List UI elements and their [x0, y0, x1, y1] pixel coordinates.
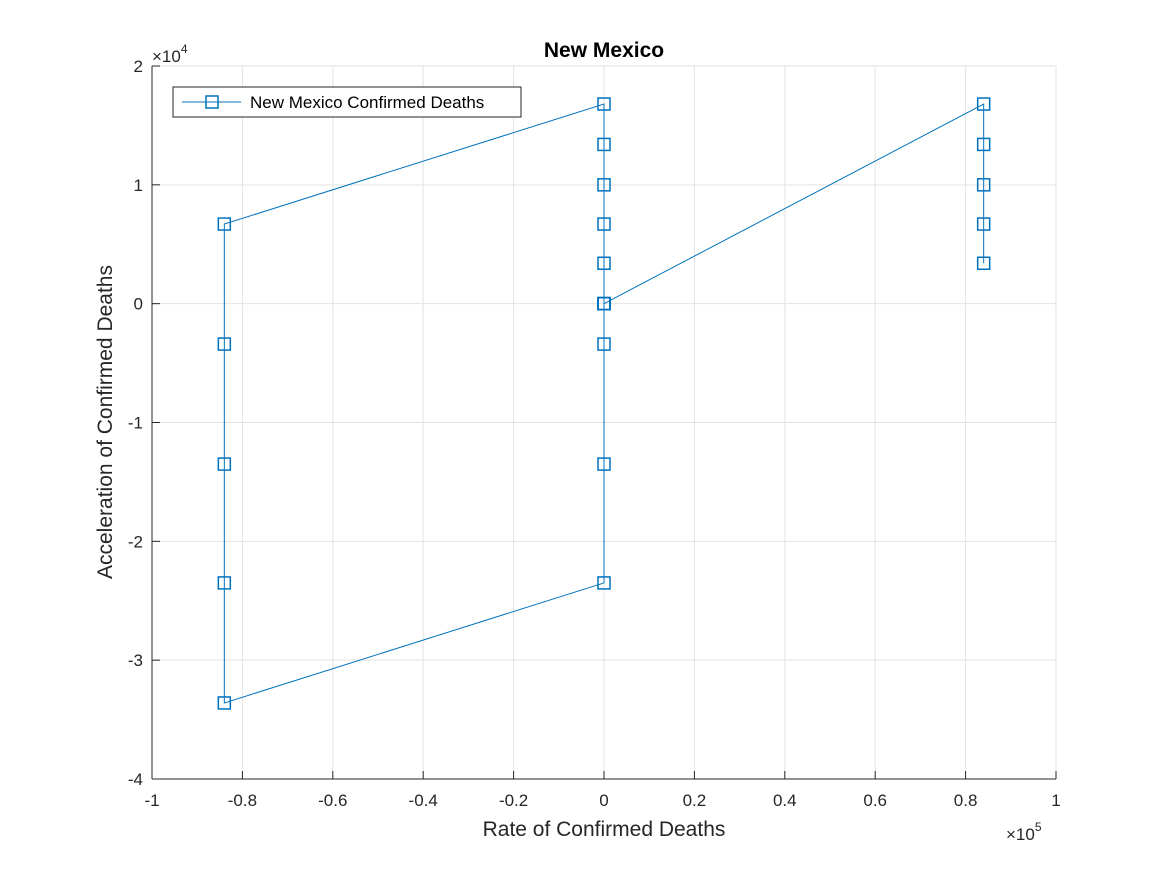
- data-point-marker: [597, 337, 611, 351]
- x-axis-label: Rate of Confirmed Deaths: [483, 818, 726, 841]
- x-tick-label: 1: [1051, 791, 1060, 810]
- x-tick-label: -0.2: [499, 791, 528, 810]
- data-point-marker: [597, 97, 611, 111]
- series-layer: [217, 97, 991, 710]
- data-point-marker: [217, 576, 232, 590]
- y-tick-label: -1: [128, 414, 143, 433]
- x-tick-label: 0: [599, 791, 608, 810]
- data-point-marker: [597, 576, 611, 590]
- data-point-marker: [597, 178, 611, 192]
- data-point-marker: [976, 137, 991, 152]
- axes: [151, 65, 1057, 780]
- y-tick-label: 2: [134, 57, 143, 76]
- y-tick-label: -3: [128, 651, 143, 670]
- x-tick-label: -0.4: [409, 791, 438, 810]
- y-tick-label: 1: [134, 176, 143, 195]
- data-point-marker: [217, 457, 232, 471]
- y-axis-label: Acceleration of Confirmed Deaths: [94, 265, 117, 579]
- x-exponent-label: ×105: [1006, 820, 1042, 844]
- data-point-marker: [597, 457, 611, 471]
- x-tick-label: 0.6: [863, 791, 887, 810]
- data-point-marker: [597, 137, 611, 152]
- legend: New Mexico Confirmed Deaths: [172, 86, 522, 118]
- legend-entry-label: New Mexico Confirmed Deaths: [250, 93, 484, 112]
- svg-text:×105: ×105: [1006, 820, 1042, 844]
- svg-text:×104: ×104: [152, 42, 188, 66]
- data-point-marker: [976, 217, 991, 231]
- x-exponent-base: ×10: [1006, 825, 1035, 844]
- data-point-marker: [597, 256, 611, 271]
- x-tick-label: -0.6: [318, 791, 347, 810]
- data-point-marker: [976, 97, 991, 111]
- data-point-marker: [976, 178, 991, 192]
- y-tick-label: -2: [128, 532, 143, 551]
- x-exponent-power: 5: [1035, 820, 1042, 834]
- y-tick-label: 0: [134, 295, 143, 314]
- x-tick-label: 0.8: [954, 791, 978, 810]
- tick-labels: -1 -0.8 -0.6 -0.4 -0.2 0 0.2 0.4 0.6 0.8 1 -4 -3 -2 -1…: [128, 57, 1061, 810]
- data-point-marker: [217, 217, 232, 231]
- y-tick-label: -4: [128, 770, 143, 789]
- x-tick-label: -0.8: [228, 791, 257, 810]
- x-tick-label: 0.2: [683, 791, 707, 810]
- data-point-marker: [597, 296, 611, 311]
- y-exponent-power: 4: [181, 42, 188, 56]
- legend-marker-sample: [205, 95, 219, 109]
- x-tick-label: 0.4: [773, 791, 797, 810]
- y-exponent-label: ×104: [152, 42, 188, 66]
- data-point-marker: [597, 217, 611, 231]
- chart-title: New Mexico: [544, 39, 664, 62]
- y-exponent-base: ×10: [152, 47, 181, 66]
- data-point-marker: [217, 696, 232, 710]
- data-point-marker: [217, 337, 232, 351]
- x-tick-label: -1: [144, 791, 159, 810]
- data-point-marker: [976, 256, 991, 271]
